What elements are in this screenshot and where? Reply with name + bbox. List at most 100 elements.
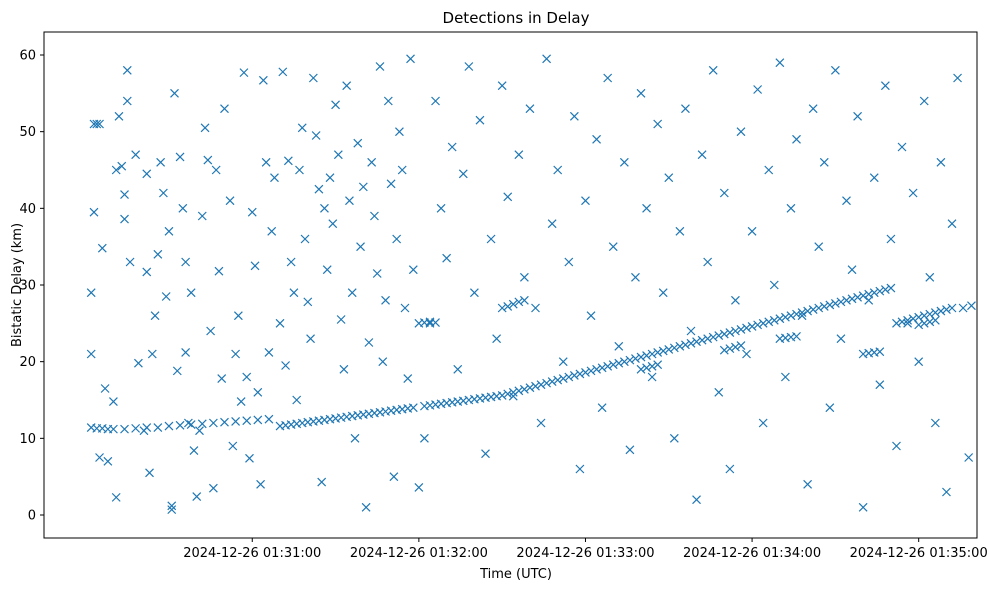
- data-point: [967, 301, 976, 311]
- data-point: [647, 349, 657, 359]
- data-point: [403, 374, 413, 383]
- data-point: [892, 318, 901, 328]
- data-point: [597, 363, 607, 373]
- data-point: [914, 357, 924, 367]
- data-point: [736, 341, 746, 350]
- data-point: [686, 338, 696, 348]
- data-point: [158, 188, 168, 198]
- data-point: [350, 433, 360, 443]
- data-point: [497, 81, 507, 91]
- data-point: [636, 352, 646, 362]
- data-point: [858, 291, 868, 301]
- data-point: [830, 65, 840, 75]
- data-point: [658, 346, 668, 356]
- data-point: [231, 417, 241, 426]
- data-point: [569, 371, 579, 380]
- data-point: [336, 315, 346, 324]
- data-point: [631, 354, 640, 364]
- data-point: [89, 207, 99, 217]
- x-tick-label: 2024-12-26 01:32:00: [350, 546, 488, 561]
- data-point: [808, 305, 818, 314]
- data-point: [331, 100, 340, 110]
- data-point: [183, 418, 193, 428]
- data-point: [825, 300, 835, 310]
- data-point: [858, 502, 868, 512]
- data-point: [569, 111, 579, 121]
- data-point: [120, 190, 129, 199]
- data-point: [164, 421, 174, 431]
- data-point: [383, 96, 393, 106]
- data-point: [758, 318, 768, 328]
- data-point: [431, 318, 440, 327]
- data-point: [375, 62, 385, 71]
- data-point: [342, 81, 352, 91]
- data-point: [125, 257, 135, 267]
- data-point: [536, 380, 546, 390]
- data-point: [92, 119, 102, 129]
- data-point: [586, 366, 596, 376]
- data-point: [942, 305, 951, 314]
- data-point: [322, 265, 332, 275]
- data-point: [797, 311, 807, 321]
- data-point: [364, 338, 374, 347]
- data-point: [397, 165, 407, 175]
- data-point: [792, 331, 801, 341]
- data-point: [306, 334, 315, 344]
- data-point: [303, 297, 313, 307]
- data-point: [253, 387, 263, 397]
- data-point: [314, 184, 324, 194]
- data-point: [122, 96, 132, 106]
- data-point: [197, 211, 207, 221]
- data-point: [464, 62, 474, 71]
- y-tick-label: 0: [28, 509, 36, 524]
- data-point: [453, 364, 463, 374]
- data-point: [400, 303, 410, 313]
- data-point: [730, 295, 740, 305]
- data-point: [347, 288, 357, 298]
- data-point: [525, 104, 535, 114]
- data-point: [333, 150, 343, 160]
- data-point: [261, 157, 271, 167]
- y-tick-label: 10: [19, 432, 36, 447]
- y-tick-label: 40: [19, 202, 36, 217]
- data-point: [256, 479, 266, 489]
- data-point: [389, 472, 399, 482]
- data-point: [581, 367, 590, 377]
- data-point: [780, 312, 790, 322]
- data-point: [286, 257, 296, 267]
- data-point: [725, 464, 735, 474]
- data-point: [714, 331, 724, 341]
- data-point: [875, 347, 885, 357]
- data-point: [803, 479, 813, 489]
- data-point: [181, 257, 191, 267]
- data-point: [919, 96, 929, 106]
- data-point: [175, 420, 185, 430]
- data-point: [930, 418, 940, 428]
- data-point: [147, 349, 157, 359]
- data-point: [819, 157, 829, 167]
- data-point: [442, 253, 452, 263]
- data-point: [372, 269, 382, 278]
- data-point: [547, 377, 557, 387]
- data-point: [792, 309, 801, 319]
- data-point: [447, 142, 457, 152]
- data-point: [395, 127, 404, 137]
- data-point: [958, 303, 968, 313]
- data-point: [153, 249, 163, 259]
- data-point: [636, 364, 646, 374]
- data-point: [142, 169, 152, 179]
- data-point: [753, 320, 763, 330]
- data-point: [117, 161, 127, 171]
- data-point: [719, 329, 729, 339]
- data-point: [300, 234, 310, 244]
- data-point: [553, 375, 563, 385]
- data-point: [647, 372, 657, 382]
- data-point: [642, 351, 651, 360]
- data-point: [658, 288, 668, 298]
- data-point: [264, 414, 274, 424]
- data-point: [503, 302, 513, 311]
- data-point: [186, 420, 196, 429]
- data-point: [964, 453, 974, 462]
- data-point: [603, 73, 613, 83]
- data-point: [356, 242, 365, 252]
